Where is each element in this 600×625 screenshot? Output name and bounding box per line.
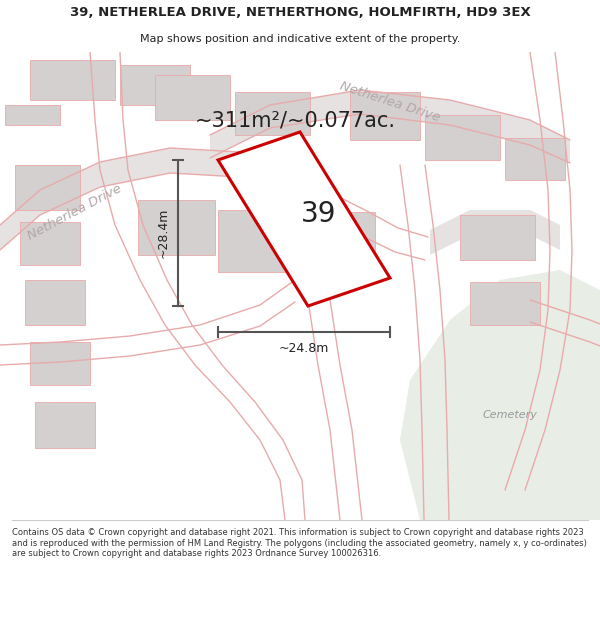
Text: Netherlea Drive: Netherlea Drive — [338, 79, 442, 124]
Polygon shape — [310, 212, 375, 272]
Polygon shape — [138, 200, 215, 255]
Polygon shape — [430, 210, 560, 255]
Polygon shape — [35, 402, 95, 448]
Polygon shape — [15, 165, 80, 210]
Polygon shape — [0, 148, 285, 250]
Polygon shape — [20, 222, 80, 265]
Text: Cemetery: Cemetery — [482, 410, 538, 420]
Polygon shape — [5, 105, 60, 125]
Polygon shape — [120, 65, 190, 105]
Polygon shape — [235, 92, 310, 135]
Polygon shape — [155, 75, 230, 120]
Polygon shape — [210, 90, 570, 163]
Text: 39: 39 — [301, 200, 337, 228]
Text: Netherlea Drive: Netherlea Drive — [26, 182, 124, 243]
Text: 39, NETHERLEA DRIVE, NETHERTHONG, HOLMFIRTH, HD9 3EX: 39, NETHERLEA DRIVE, NETHERTHONG, HOLMFI… — [70, 6, 530, 19]
Text: ~28.4m: ~28.4m — [157, 208, 170, 258]
Polygon shape — [425, 115, 500, 160]
Polygon shape — [30, 60, 115, 100]
Polygon shape — [218, 132, 390, 306]
Polygon shape — [470, 282, 540, 325]
Text: ~311m²/~0.077ac.: ~311m²/~0.077ac. — [194, 110, 395, 130]
Polygon shape — [30, 342, 90, 385]
Polygon shape — [460, 215, 535, 260]
Polygon shape — [218, 210, 295, 272]
Text: ~24.8m: ~24.8m — [279, 342, 329, 355]
Text: Contains OS data © Crown copyright and database right 2021. This information is : Contains OS data © Crown copyright and d… — [12, 528, 587, 558]
Polygon shape — [505, 138, 565, 180]
Polygon shape — [350, 92, 420, 140]
Text: Map shows position and indicative extent of the property.: Map shows position and indicative extent… — [140, 34, 460, 44]
Polygon shape — [25, 280, 85, 325]
Polygon shape — [400, 270, 600, 520]
